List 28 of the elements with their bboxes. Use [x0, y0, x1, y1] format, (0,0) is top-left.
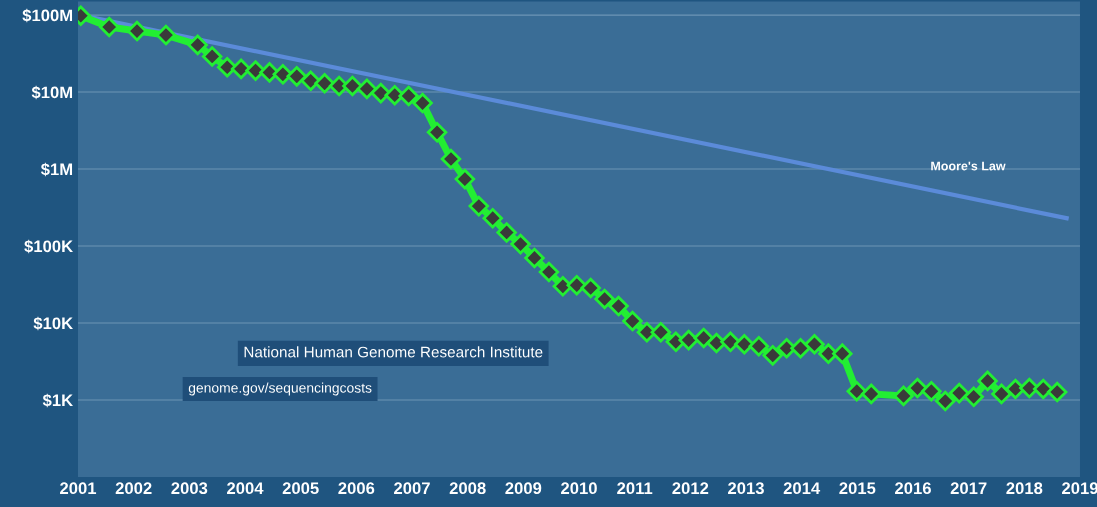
x-tick-label: 2018 — [1006, 482, 1043, 495]
x-tick-label: 2005 — [282, 482, 319, 495]
annotation: genome.gov/sequencingcosts — [188, 382, 372, 396]
x-tick-label: 2019 — [1062, 482, 1097, 495]
x-tick-label: 2011 — [617, 482, 653, 495]
x-tick-label: 2014 — [783, 482, 821, 495]
x-tick-label: 2017 — [950, 482, 987, 495]
x-tick-label: 2010 — [561, 482, 597, 495]
x-tick-label: 2013 — [728, 482, 764, 495]
annotation: National Human Genome Research Institute — [244, 346, 543, 358]
x-tick-label: 2004 — [227, 482, 264, 495]
x-tick-label: 2006 — [338, 482, 375, 495]
y-tick-label: $100M — [22, 8, 73, 23]
y-tick-label: $100K — [24, 239, 73, 254]
series-label: Moore's Law — [931, 161, 1006, 171]
x-tick-label: 2012 — [672, 482, 709, 495]
x-tick-label: 2009 — [505, 482, 542, 495]
x-tick-label: 2016 — [895, 482, 931, 495]
y-tick-label: $1K — [42, 393, 73, 408]
x-tick-label: 2015 — [839, 482, 876, 495]
x-tick-label: 2002 — [115, 482, 152, 495]
y-tick-label: $1M — [40, 162, 73, 177]
y-tick-label: $10M — [31, 85, 73, 100]
x-tick-label: 2008 — [449, 482, 486, 495]
y-tick-label: $10K — [33, 316, 73, 331]
x-tick-label: 2007 — [394, 482, 430, 495]
x-tick-label: 2001 — [60, 482, 97, 495]
x-tick-label: 2003 — [171, 482, 208, 495]
